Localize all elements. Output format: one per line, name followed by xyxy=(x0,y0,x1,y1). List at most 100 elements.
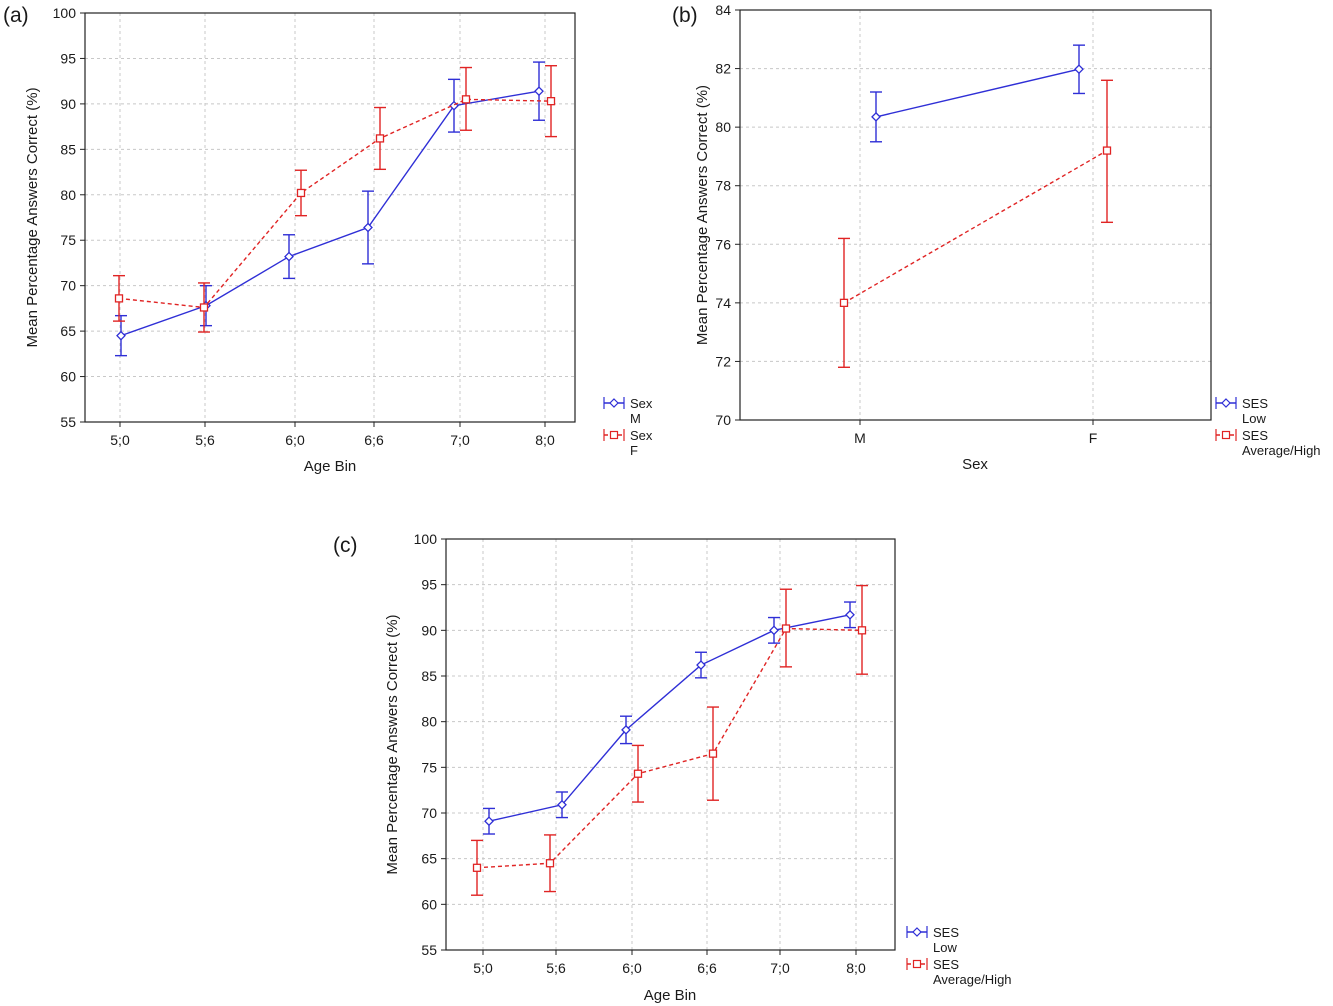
y-tick-label: 70 xyxy=(60,278,76,294)
panel-label: (a) xyxy=(3,4,29,27)
y-axis-title: Mean Percentage Answers Correct (%) xyxy=(24,87,41,347)
series-1 xyxy=(471,584,868,896)
chart-panel-1: (b) 70 72 74 76 78 80 82 84 M F Mean Percentage Ans… xyxy=(672,2,1321,473)
y-tick-label: 60 xyxy=(60,369,76,385)
x-tick-label: M xyxy=(854,430,866,446)
data-point xyxy=(781,624,791,633)
y-tick-label: 55 xyxy=(421,942,437,958)
legend-sublabel: Low xyxy=(1242,411,1266,426)
x-tick-label: 8;0 xyxy=(535,432,555,448)
x-tick-label: 7;0 xyxy=(770,960,790,976)
y-tick-label: 80 xyxy=(715,119,731,135)
legend-marker xyxy=(912,927,922,937)
legend-marker xyxy=(912,959,922,969)
data-point xyxy=(363,222,373,233)
y-tick-label: 85 xyxy=(421,668,437,684)
x-tick-label: F xyxy=(1089,430,1098,446)
y-tick-label: 95 xyxy=(60,50,76,66)
data-point xyxy=(114,294,124,303)
legend-marker xyxy=(1221,430,1231,440)
legend-label: SES xyxy=(1242,428,1268,443)
data-point xyxy=(845,609,855,620)
x-axis-title: Age Bin xyxy=(644,987,697,1004)
panel-label: (b) xyxy=(672,4,698,27)
legend-sublabel: Average/High xyxy=(1242,443,1321,458)
data-point xyxy=(472,863,482,872)
data-point xyxy=(199,303,209,312)
y-tick-label: 70 xyxy=(715,412,731,428)
series-line xyxy=(875,68,1080,118)
x-tick-label: 5;6 xyxy=(195,432,215,448)
y-tick-label: 100 xyxy=(53,5,77,21)
x-tick-label: 6;6 xyxy=(364,432,384,448)
series-1 xyxy=(113,65,557,333)
plot-frame xyxy=(84,12,576,423)
x-tick-label: 6;0 xyxy=(622,960,642,976)
x-tick-label: 8;0 xyxy=(846,960,866,976)
legend-sublabel: Average/High xyxy=(933,972,1012,987)
series-line xyxy=(476,627,863,869)
data-point xyxy=(375,134,385,143)
series-line xyxy=(843,149,1108,304)
legend-label: SES xyxy=(933,957,959,972)
x-tick-label: 5;0 xyxy=(473,960,493,976)
series-0 xyxy=(115,61,545,357)
data-point xyxy=(1102,146,1112,155)
data-point xyxy=(857,626,867,635)
y-tick-label: 75 xyxy=(60,232,76,248)
data-point xyxy=(284,251,294,262)
legend-sublabel: M xyxy=(630,411,641,426)
data-point xyxy=(545,859,555,868)
y-tick-label: 78 xyxy=(715,178,731,194)
series-0 xyxy=(483,601,856,835)
legend-marker xyxy=(609,398,619,408)
y-tick-label: 80 xyxy=(60,187,76,203)
plot-frame xyxy=(445,538,896,951)
legend-label: SES xyxy=(933,925,959,940)
series-line xyxy=(488,614,851,822)
legend-marker xyxy=(1221,398,1231,408)
y-tick-label: 90 xyxy=(60,96,76,112)
x-axis-title: Age Bin xyxy=(304,458,357,475)
y-tick-label: 85 xyxy=(60,141,76,157)
data-point xyxy=(296,188,306,198)
y-tick-label: 84 xyxy=(715,2,731,18)
data-point xyxy=(1074,64,1084,75)
chart-panel-0: (a) 55 60 65 70 75 80 85 90 95 100 5;0 5;6 6;0 6;6 7;0 8… xyxy=(3,4,653,475)
legend-sublabel: F xyxy=(630,443,638,458)
series-0 xyxy=(870,44,1085,143)
data-point xyxy=(484,816,494,827)
data-point xyxy=(546,97,556,106)
data-point xyxy=(769,625,779,636)
data-point xyxy=(708,749,718,758)
x-tick-label: 6;0 xyxy=(285,432,305,448)
series-1 xyxy=(838,79,1113,368)
x-axis-title: Sex xyxy=(962,456,988,473)
panel-label: (c) xyxy=(333,534,358,557)
data-point xyxy=(534,86,544,97)
data-point xyxy=(871,111,881,122)
y-axis-title: Mean Percentage Answers Correct (%) xyxy=(384,614,401,874)
y-tick-label: 90 xyxy=(421,622,437,638)
data-point xyxy=(696,660,706,670)
legend-sublabel: Low xyxy=(933,940,957,955)
y-tick-label: 72 xyxy=(715,353,731,369)
y-tick-label: 82 xyxy=(715,61,731,77)
y-tick-label: 55 xyxy=(60,414,76,430)
data-point xyxy=(621,724,631,735)
y-tick-label: 95 xyxy=(421,577,437,593)
y-tick-label: 75 xyxy=(421,759,437,775)
y-tick-label: 70 xyxy=(421,805,437,821)
x-tick-label: 6;6 xyxy=(697,960,717,976)
legend-label: Sex xyxy=(630,428,653,443)
plot-frame xyxy=(739,9,1212,421)
legend-label: SES xyxy=(1242,396,1268,411)
y-tick-label: 76 xyxy=(715,236,731,252)
data-point xyxy=(633,769,643,778)
